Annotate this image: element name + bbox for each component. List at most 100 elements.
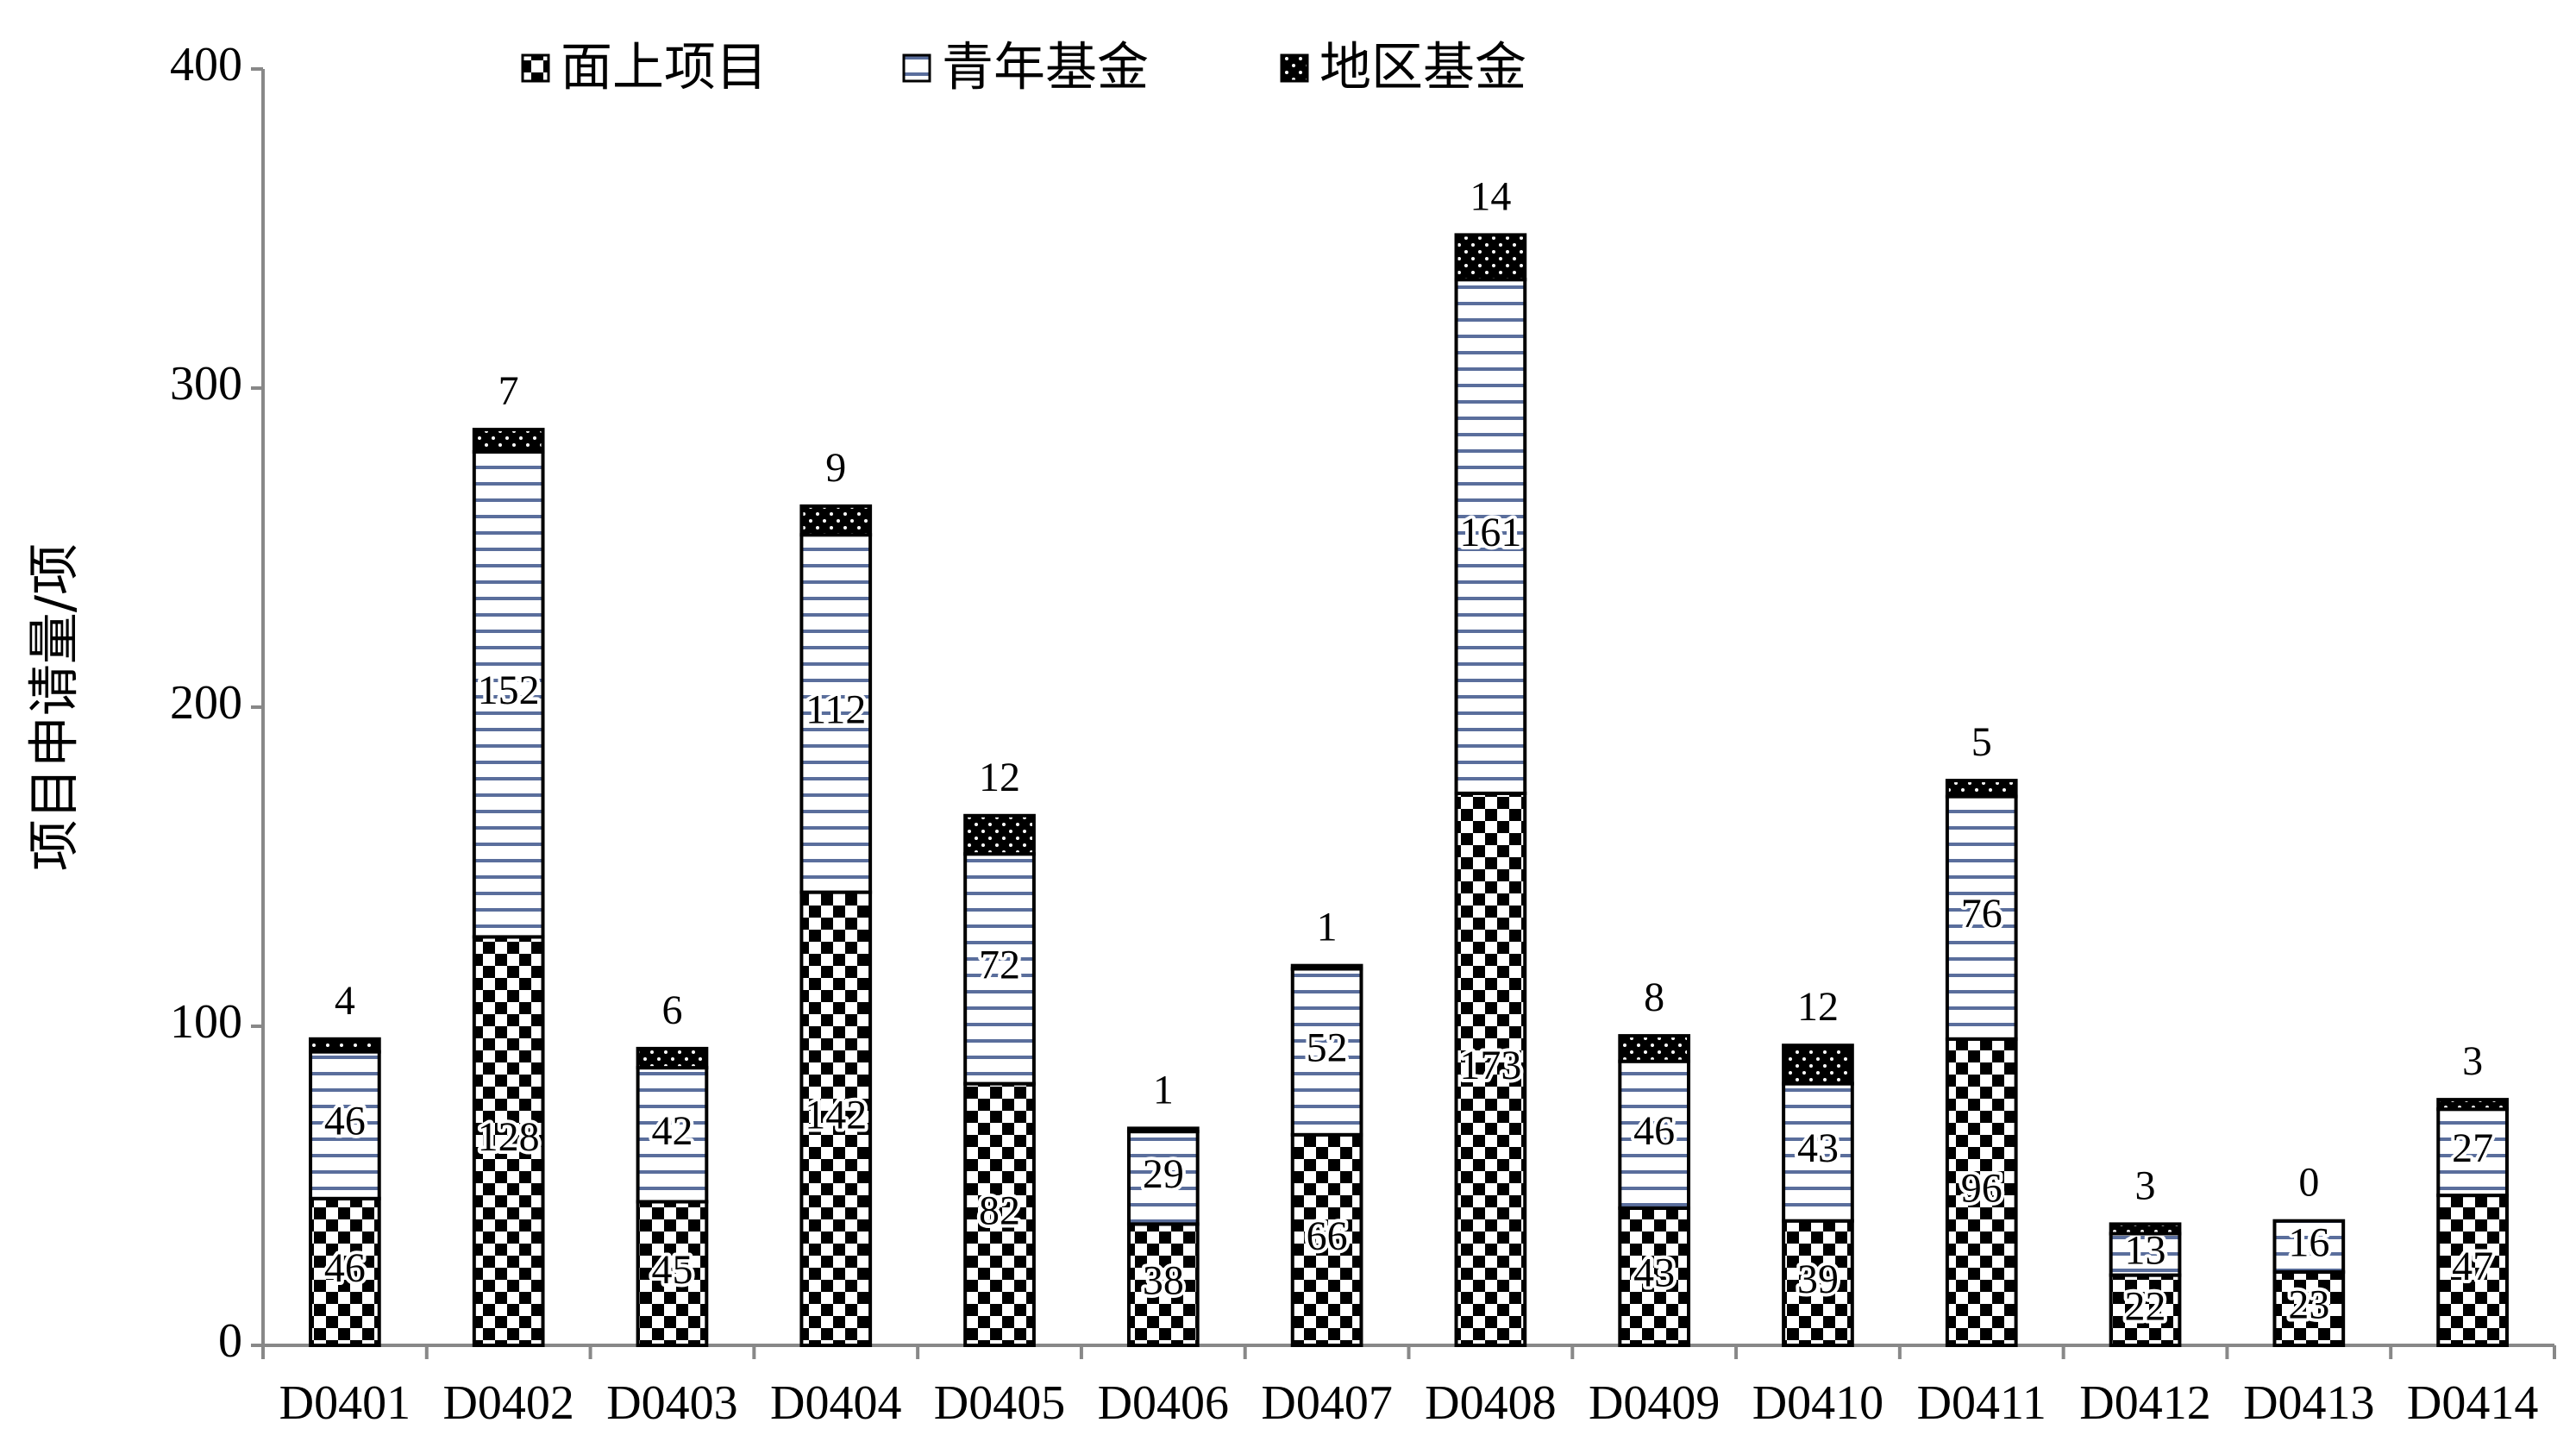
x-tick-label: D0406 [1098,1376,1229,1430]
data-label: 76 [1961,891,2003,937]
y-tick-label: 400 [170,38,242,91]
data-label: 142 [805,1092,867,1138]
data-label: 39 [1797,1257,1839,1302]
bar-segment [1454,791,1527,1347]
data-label: 161 [1459,510,1521,555]
x-tick-label: D0413 [2243,1376,2374,1430]
bar-segment [1618,1034,1691,1063]
y-tick-label: 300 [170,357,242,411]
data-label: 1 [1317,905,1338,950]
bar-segment [309,1037,381,1054]
data-label: 72 [979,942,1020,987]
bar-segment [2272,1219,2346,1274]
bar-segment [1618,1059,1691,1210]
data-label: 46 [1633,1108,1675,1154]
bar-segment [963,813,1036,856]
x-tick-label: D0403 [606,1376,737,1430]
bar-segment [1945,1037,2018,1348]
data-label: 42 [651,1108,693,1154]
data-label: 38 [1143,1258,1184,1304]
x-tick-label: D0412 [2079,1376,2210,1430]
x-tick-label: D0408 [1425,1376,1556,1430]
data-label: 52 [1307,1025,1348,1071]
data-label: 22 [2125,1283,2166,1329]
bar-segment [636,1046,709,1070]
bar-segment [472,935,545,1348]
y-axis-label: 项目申请量/项 [25,543,85,871]
data-label: 43 [1633,1250,1675,1295]
bar-segment [1290,963,1363,971]
data-label: 12 [979,755,1020,800]
data-label: 6 [661,987,682,1033]
data-label: 23 [2288,1282,2329,1327]
bar-segment [1945,779,2018,799]
data-label: 46 [324,1245,366,1291]
y-tick-label: 200 [170,676,242,730]
data-label: 96 [1961,1165,2003,1211]
data-label: 3 [2135,1163,2156,1208]
data-label: 46 [324,1099,366,1144]
bar-segment [1290,967,1363,1137]
bar-segment [799,890,873,1347]
data-label: 7 [498,368,519,414]
legend-label: 地区基金 [1319,38,1526,98]
data-label: 12 [1797,984,1839,1030]
data-label: 82 [979,1188,1020,1233]
x-tick-label: D0407 [1261,1376,1392,1430]
bar-segment [1126,1126,1200,1134]
data-label: 128 [478,1114,540,1160]
x-tick-label: D0409 [1589,1376,1720,1430]
data-label: 112 [805,686,866,732]
data-label: 8 [1644,975,1664,1020]
data-label: 3 [2462,1038,2483,1084]
x-tick-label: D0410 [1752,1376,1883,1430]
data-label: 4 [335,978,355,1024]
bar-segment [309,1196,381,1348]
y-tick-label: 100 [170,995,242,1049]
bar-segment [636,1200,709,1347]
data-label: 9 [825,445,846,491]
bar-segment [963,1081,1036,1347]
legend-swatch [902,53,931,83]
bar-segment [2109,1232,2182,1277]
bar-segment [1454,278,1527,795]
data-label: 43 [1797,1125,1839,1171]
x-tick-label: D0402 [442,1376,573,1430]
bar-segment [799,504,873,537]
legend-swatch [521,53,550,83]
bar-segment [2436,1098,2509,1112]
bar-segment [1126,1222,1200,1348]
data-label: 45 [651,1247,693,1293]
data-label: 47 [2452,1244,2493,1289]
bar-segment [1618,1206,1691,1348]
bar-segment [636,1066,709,1204]
data-label: 0 [2298,1160,2319,1206]
data-label: 16 [2288,1219,2329,1265]
x-tick-label: D0405 [934,1376,1065,1430]
bar-segment [1782,1043,1854,1086]
legend-label: 面上项目 [561,38,768,98]
data-label: 27 [2452,1125,2493,1171]
x-tick-label: D0411 [1917,1376,2046,1430]
data-label: 29 [1143,1151,1184,1197]
data-label: 66 [1307,1213,1348,1259]
data-label: 5 [1971,719,1992,765]
bar-segment [472,428,545,454]
data-label: 173 [1459,1043,1521,1088]
data-label: 152 [478,667,540,713]
legend-label: 青年基金 [942,38,1149,98]
bar-segment [2109,1222,2182,1236]
bar-segment [1454,233,1527,282]
data-label: 14 [1470,173,1511,219]
x-tick-label: D0414 [2407,1376,2538,1430]
bar-segment [2436,1194,2509,1347]
bar-segment [1782,1219,1854,1347]
x-tick-label: D0404 [770,1376,901,1430]
bar-segment [1126,1130,1200,1226]
data-label: 1 [1153,1067,1174,1112]
bar-segment [2272,1269,2346,1348]
bar-segment [1945,794,2018,1041]
legend-swatch [1280,53,1309,83]
x-tick-label: D0401 [279,1376,411,1430]
